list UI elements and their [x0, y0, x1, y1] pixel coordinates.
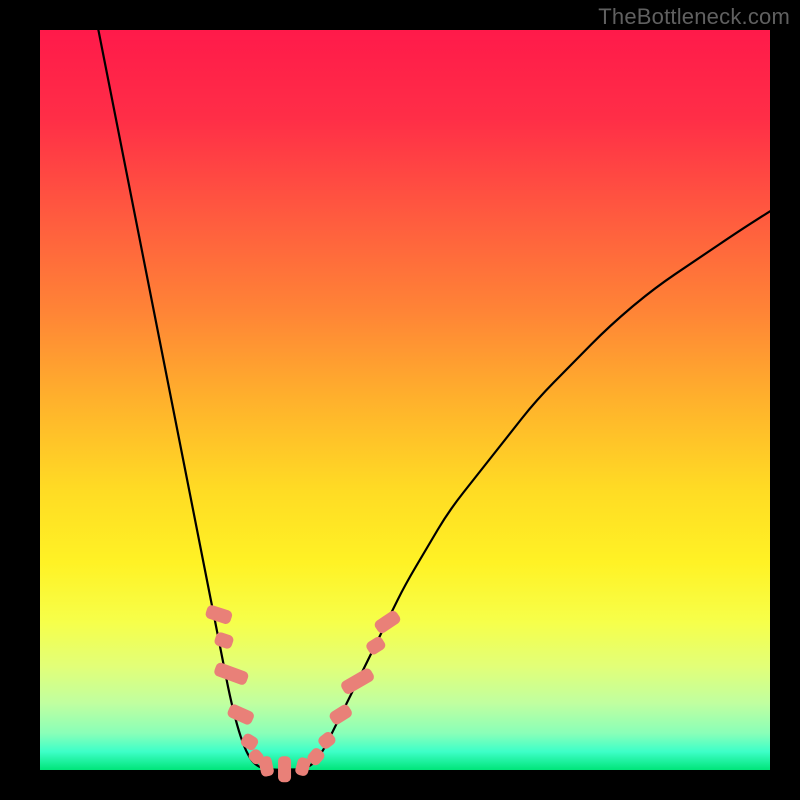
- marker-7: [278, 756, 291, 782]
- bottleneck-chart: [0, 0, 800, 800]
- plot-background: [40, 30, 770, 770]
- chart-container: TheBottleneck.com: [0, 0, 800, 800]
